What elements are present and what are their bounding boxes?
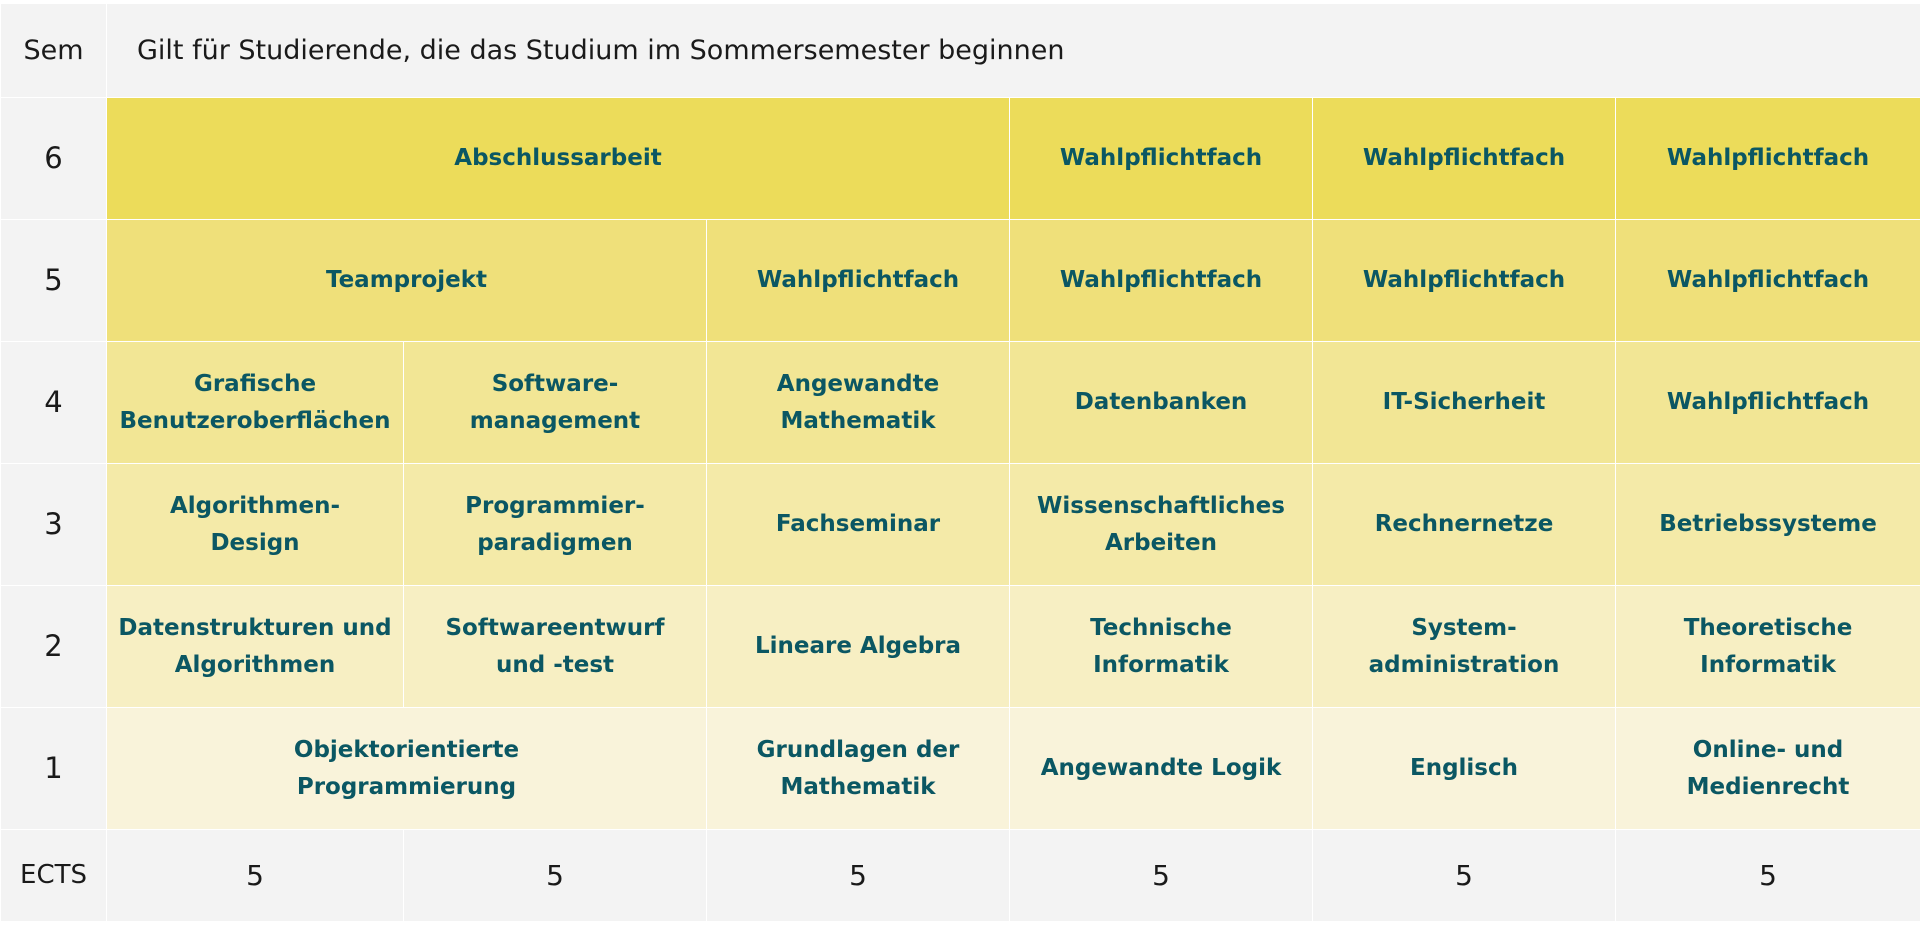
module-label: Technische Informatik: [1090, 614, 1232, 678]
module-label: Wahlpflichtfach: [756, 267, 960, 293]
semester-number: 1: [0, 707, 107, 830]
module-label: Angewandte Logik: [1040, 755, 1282, 781]
module-label: Wahlpflichtfach: [1059, 145, 1263, 171]
module-label: Wissenschaftliches Arbeiten: [1037, 492, 1285, 556]
module-cell: Softwareentwurf und -test: [403, 585, 707, 708]
module-cell: Software- management: [403, 341, 707, 464]
ects-value: 5: [1614, 829, 1920, 922]
module-cell: Wahlpflichtfach: [1614, 341, 1920, 464]
module-label: Englisch: [1409, 755, 1518, 781]
module-label: Programmier- paradigmen: [465, 492, 645, 556]
module-cell: Wahlpflichtfach: [1009, 97, 1313, 220]
module-label: Theoretische Informatik: [1683, 614, 1853, 678]
module-cell: System- administration: [1312, 585, 1616, 708]
module-label: Rechnernetze: [1374, 511, 1554, 537]
module-label: Objektorientierte Programmierung: [293, 736, 520, 800]
module-cell: Algorithmen- Design: [106, 463, 404, 586]
module-cell: Wahlpflichtfach: [1009, 219, 1313, 342]
semester-number: 6: [0, 97, 107, 220]
module-cell: Betriebssysteme: [1614, 463, 1920, 586]
ects-label: ECTS: [0, 829, 107, 922]
semester-number: 2: [0, 585, 107, 708]
module-label: Fachseminar: [775, 511, 941, 537]
module-label: Datenstrukturen und Algorithmen: [118, 614, 392, 678]
module-label: Wahlpflichtfach: [1362, 267, 1566, 293]
module-label: IT-Sicherheit: [1382, 389, 1546, 415]
module-label: Datenbanken: [1074, 389, 1248, 415]
module-label: Softwareentwurf und -test: [445, 614, 665, 678]
module-cell: Grafische Benutzeroberflächen: [106, 341, 404, 464]
module-cell: Programmier- paradigmen: [403, 463, 707, 586]
module-cell: Fachseminar: [706, 463, 1010, 586]
module-cell: Lineare Algebra: [706, 585, 1010, 708]
module-cell: Datenbanken: [1009, 341, 1313, 464]
module-cell: Objektorientierte Programmierung: [106, 707, 707, 830]
module-label: Grafische Benutzeroberflächen: [119, 370, 391, 434]
module-label: Betriebssysteme: [1659, 511, 1877, 537]
module-cell: Wahlpflichtfach: [1312, 219, 1616, 342]
module-label: Angewandte Mathematik: [776, 370, 940, 434]
module-cell: Rechnernetze: [1312, 463, 1616, 586]
module-label: Wahlpflichtfach: [1362, 145, 1566, 171]
module-cell: Teamprojekt: [106, 219, 707, 342]
module-cell: Theoretische Informatik: [1614, 585, 1920, 708]
module-cell: Wahlpflichtfach: [1614, 97, 1920, 220]
semester-row-5: 5 Teamprojekt Wahlpflichtfach Wahlpflichtfa…: [0, 219, 1920, 342]
module-cell: Wahlpflichtfach: [706, 219, 1010, 342]
module-label: System- administration: [1368, 614, 1560, 678]
module-label: Abschlussarbeit: [454, 145, 662, 171]
ects-value: 5: [706, 829, 1010, 922]
module-cell: Angewandte Mathematik: [706, 341, 1010, 464]
module-label: Software- management: [469, 370, 641, 434]
plan-title: Gilt für Studierende, die das Studium im…: [105, 3, 1920, 98]
module-cell: Wahlpflichtfach: [1312, 97, 1616, 220]
semester-row-3: 3 Algorithmen- Design Programmier- paradig…: [0, 463, 1920, 586]
module-cell: Datenstrukturen und Algorithmen: [106, 585, 404, 708]
module-cell: Angewandte Logik: [1009, 707, 1313, 830]
module-cell: Wissenschaftliches Arbeiten: [1009, 463, 1313, 586]
semester-row-2: 2 Datenstrukturen und Algorithmen Software…: [0, 585, 1920, 708]
module-cell: IT-Sicherheit: [1312, 341, 1616, 464]
module-label: Algorithmen- Design: [169, 492, 341, 556]
semester-row-1: 1 Objektorientierte Programmierung Grundla…: [0, 707, 1920, 830]
semester-number: 3: [0, 463, 107, 586]
module-label: Teamprojekt: [325, 267, 488, 293]
ects-value: 5: [1009, 829, 1313, 922]
ects-value: 5: [403, 829, 707, 922]
semester-row-4: 4 Grafische Benutzeroberflächen Software- …: [0, 341, 1920, 464]
module-label: Wahlpflichtfach: [1666, 389, 1870, 415]
ects-row: ECTS 5 5 5 5 5 5: [0, 829, 1920, 922]
module-cell: Grundlagen der Mathematik: [706, 707, 1010, 830]
module-label: Wahlpflichtfach: [1666, 267, 1870, 293]
module-cell: Abschlussarbeit: [106, 97, 1010, 220]
module-cell: Online- und Medienrecht: [1614, 707, 1920, 830]
module-cell: Wahlpflichtfach: [1614, 219, 1920, 342]
module-label: Wahlpflichtfach: [1059, 267, 1263, 293]
semester-number: 5: [0, 219, 107, 342]
ects-value: 5: [106, 829, 404, 922]
study-plan: Sem Gilt für Studierende, die das Studiu…: [0, 3, 1920, 922]
module-label: Wahlpflichtfach: [1666, 145, 1870, 171]
header-row: Sem Gilt für Studierende, die das Studiu…: [0, 3, 1920, 98]
study-plan-table: Sem Gilt für Studierende, die das Studiu…: [0, 3, 1920, 922]
ects-value: 5: [1312, 829, 1616, 922]
module-cell: Englisch: [1312, 707, 1616, 830]
module-label: Lineare Algebra: [754, 633, 962, 659]
semester-column-header: Sem: [0, 3, 107, 98]
module-label: Grundlagen der Mathematik: [756, 736, 960, 800]
module-label: Online- und Medienrecht: [1686, 736, 1850, 800]
semester-row-6: 6 Abschlussarbeit Wahlpflichtfach Wahlpflic…: [0, 97, 1920, 220]
semester-number: 4: [0, 341, 107, 464]
module-cell: Technische Informatik: [1009, 585, 1313, 708]
